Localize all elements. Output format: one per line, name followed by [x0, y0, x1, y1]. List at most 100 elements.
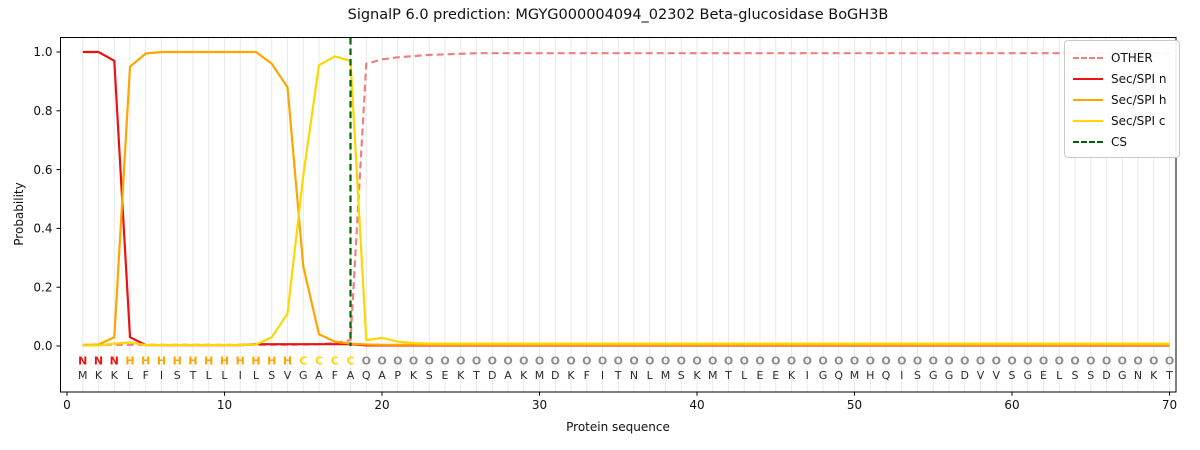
x-tick-label: 0	[63, 398, 71, 412]
region-letter: O	[1149, 355, 1158, 368]
sequence-letter: K	[457, 369, 465, 382]
sequence-letter: K	[1150, 369, 1158, 382]
region-letter: O	[1086, 355, 1095, 368]
sequence-letter: L	[206, 369, 213, 382]
legend-item-sec-spi-h: Sec/SPI h	[1065, 89, 1179, 110]
legend-item-sec-spi-c: Sec/SPI c	[1065, 110, 1179, 131]
sequence-letter: G	[929, 369, 938, 382]
sequence-letter: L	[127, 369, 134, 382]
y-tick-label: 0.2	[33, 280, 52, 294]
region-letter: O	[535, 355, 544, 368]
x-axis-ticks: 0 10 20 30 40 50 60 70	[63, 392, 1177, 412]
sequence-letter: S	[1087, 369, 1094, 382]
region-letter: O	[929, 355, 938, 368]
region-letter: O	[1118, 355, 1127, 368]
sequence-letter: T	[189, 369, 197, 382]
sequence-letter: S	[174, 369, 181, 382]
sequence-letter: E	[442, 369, 449, 382]
region-letter: O	[1165, 355, 1174, 368]
region-letter: O	[1070, 355, 1079, 368]
sequence-letter: H	[866, 369, 874, 382]
x-tick-label: 50	[847, 398, 862, 412]
sequence-letter: K	[693, 369, 701, 382]
sequence-letter: T	[724, 369, 732, 382]
sequence-letter: F	[584, 369, 590, 382]
sequence-letter: D	[488, 369, 496, 382]
region-letter: H	[125, 355, 134, 368]
region-letter: H	[267, 355, 276, 368]
region-letter: O	[488, 355, 497, 368]
sequence-letter: V	[284, 369, 292, 382]
region-letter: O	[692, 355, 701, 368]
region-letter: H	[283, 355, 292, 368]
legend-sec-spi-c-label: Sec/SPI c	[1111, 113, 1166, 128]
region-letter: O	[944, 355, 953, 368]
region-letter: H	[220, 355, 229, 368]
region-letter: O	[1055, 355, 1064, 368]
sequence-letter: A	[315, 369, 323, 382]
sequence-letter: P	[394, 369, 401, 382]
sequence-letter: A	[347, 369, 355, 382]
sequence-letter: E	[772, 369, 779, 382]
sequence-letter: K	[567, 369, 575, 382]
sequence-letter: S	[1072, 369, 1079, 382]
x-tick-label: 10	[217, 398, 232, 412]
region-letter: H	[173, 355, 182, 368]
sequence-letter: Q	[362, 369, 371, 382]
legend-cs-label: CS	[1111, 134, 1127, 149]
region-letter: O	[598, 355, 607, 368]
sequence-letter: K	[410, 369, 418, 382]
axes-frame	[60, 37, 1177, 393]
sequence-letter: L	[1056, 369, 1063, 382]
region-letter: O	[913, 355, 922, 368]
series-line-sec-spi-h	[82, 50, 1170, 347]
region-letter: O	[677, 355, 686, 368]
region-letter: O	[566, 355, 575, 368]
region-letter: O	[661, 355, 670, 368]
region-letter: O	[771, 355, 780, 368]
sequence-letter: I	[160, 369, 163, 382]
region-letter: O	[1039, 355, 1048, 368]
legend-item-cs: CS	[1065, 131, 1179, 152]
sequence-letter: Q	[882, 369, 891, 382]
sequence-letter: D	[961, 369, 969, 382]
region-letter: O	[519, 355, 528, 368]
sequence-letter: S	[678, 369, 685, 382]
sequence-letter: M	[535, 369, 545, 382]
legend-item-sec-spi-n: Sec/SPI n	[1065, 68, 1179, 89]
region-letter: O	[866, 355, 875, 368]
region-letter: O	[960, 355, 969, 368]
region-letter: H	[188, 355, 197, 368]
sequence-letter: A	[504, 369, 512, 382]
region-letter: O	[818, 355, 827, 368]
sequence-letter: T	[472, 369, 480, 382]
region-letter: C	[331, 355, 339, 368]
sequence-letter: G	[945, 369, 954, 382]
region-letter: O	[1102, 355, 1111, 368]
region-letter: H	[236, 355, 245, 368]
region-letter: O	[1133, 355, 1142, 368]
legend-sec-spi-n-line-sample	[1073, 77, 1103, 80]
sequence-letter: G	[819, 369, 828, 382]
sequence-letter: N	[1134, 369, 1142, 382]
sequence-letter: V	[977, 369, 985, 382]
sequence-letter: I	[239, 369, 242, 382]
region-letter: O	[456, 355, 465, 368]
region-letter: O	[724, 355, 733, 368]
sequence-letter: M	[850, 369, 860, 382]
legend-item-other: OTHER	[1065, 47, 1179, 68]
x-tick-label: 20	[374, 398, 389, 412]
sequence-letter: I	[900, 369, 903, 382]
sequence-letter: D	[1102, 369, 1110, 382]
series-line-sec-spi-c	[82, 55, 1170, 347]
sequence-letter: L	[647, 369, 654, 382]
sequence-letter: T	[1165, 369, 1173, 382]
sequence-letter: S	[1009, 369, 1016, 382]
sequence-letter: T	[614, 369, 622, 382]
sequence-letter: S	[268, 369, 275, 382]
legend: OTHER Sec/SPI n Sec/SPI h Sec/SPI c CS	[1064, 40, 1180, 158]
legend-sec-spi-h-label: Sec/SPI h	[1111, 92, 1167, 107]
region-letter: O	[472, 355, 481, 368]
